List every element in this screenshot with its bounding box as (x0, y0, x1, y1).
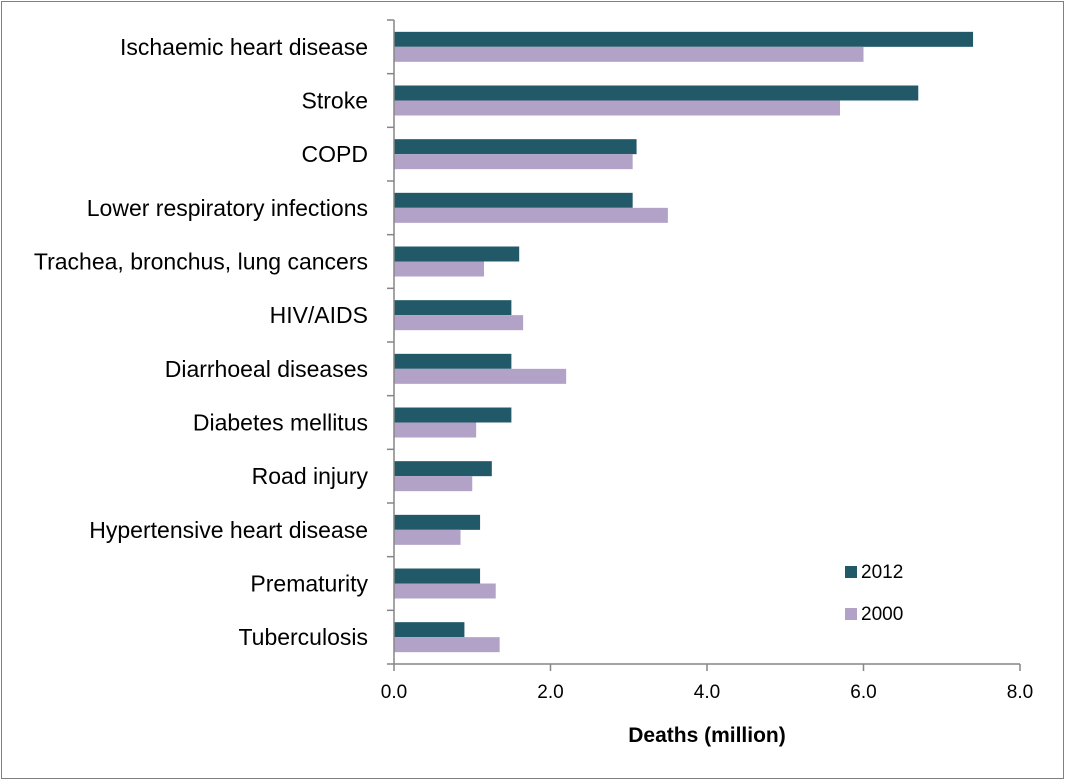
category-label-2: COPD (302, 141, 368, 167)
bar-2012-11 (394, 622, 465, 638)
category-label-8: Road injury (252, 463, 369, 489)
category-label-3: Lower respiratory infections (87, 195, 368, 221)
category-label-10: Prematurity (250, 571, 368, 597)
legend-swatch-2012 (845, 566, 857, 578)
category-label-0: Ischaemic heart disease (120, 34, 368, 60)
bar-2000-4 (394, 261, 484, 277)
bar-2012-10 (394, 568, 481, 584)
category-label-1: Stroke (302, 88, 368, 114)
bar-2012-5 (394, 300, 512, 316)
bar-2000-2 (394, 154, 633, 170)
x-axis-title: Deaths (million) (628, 724, 786, 747)
category-label-7: Diabetes mellitus (193, 410, 368, 436)
x-tick-label-0: 0.0 (381, 682, 407, 703)
category-label-9: Hypertensive heart disease (89, 517, 368, 543)
bar-2012-2 (394, 139, 637, 155)
bar-2000-6 (394, 368, 567, 384)
bar-2000-3 (394, 207, 668, 223)
bar-2000-5 (394, 315, 524, 331)
bar-2012-0 (394, 31, 974, 47)
bar-2000-1 (394, 100, 841, 116)
bar-2000-9 (394, 529, 461, 545)
bar-2012-1 (394, 85, 919, 101)
bar-2012-4 (394, 246, 520, 262)
bar-2012-8 (394, 461, 492, 477)
bar-2000-11 (394, 637, 500, 653)
bar-2000-10 (394, 583, 496, 599)
bar-2000-8 (394, 476, 473, 492)
legend-swatch-2000 (845, 608, 857, 620)
x-tick-label-3: 6.0 (850, 682, 876, 703)
bar-2012-3 (394, 192, 633, 208)
category-labels: Ischaemic heart disease Stroke COPD Lower r… (34, 34, 369, 650)
legend-label-2012: 2012 (861, 562, 903, 583)
x-tick-label-2: 4.0 (694, 682, 720, 703)
category-label-6: Diarrhoeal diseases (165, 356, 368, 382)
bar-2012-6 (394, 353, 512, 369)
bar-2012-7 (394, 407, 512, 423)
legend-label-2000: 2000 (861, 604, 903, 625)
x-tick-label-1: 2.0 (537, 682, 563, 703)
legend: 2012 2000 (845, 562, 903, 625)
bar-2000-0 (394, 46, 864, 62)
category-label-11: Tuberculosis (238, 624, 368, 650)
x-tick-label-4: 8.0 (1007, 682, 1033, 703)
bar-2000-7 (394, 422, 477, 438)
x-axis-ticks: 0.0 2.0 4.0 6.0 8.0 (381, 664, 1033, 703)
category-label-5: HIV/AIDS (270, 302, 368, 328)
bar-2012-9 (394, 514, 481, 530)
bars-group (394, 31, 974, 653)
category-label-4: Trachea, bronchus, lung cancers (34, 249, 368, 275)
y-axis-ticks (387, 19, 394, 665)
